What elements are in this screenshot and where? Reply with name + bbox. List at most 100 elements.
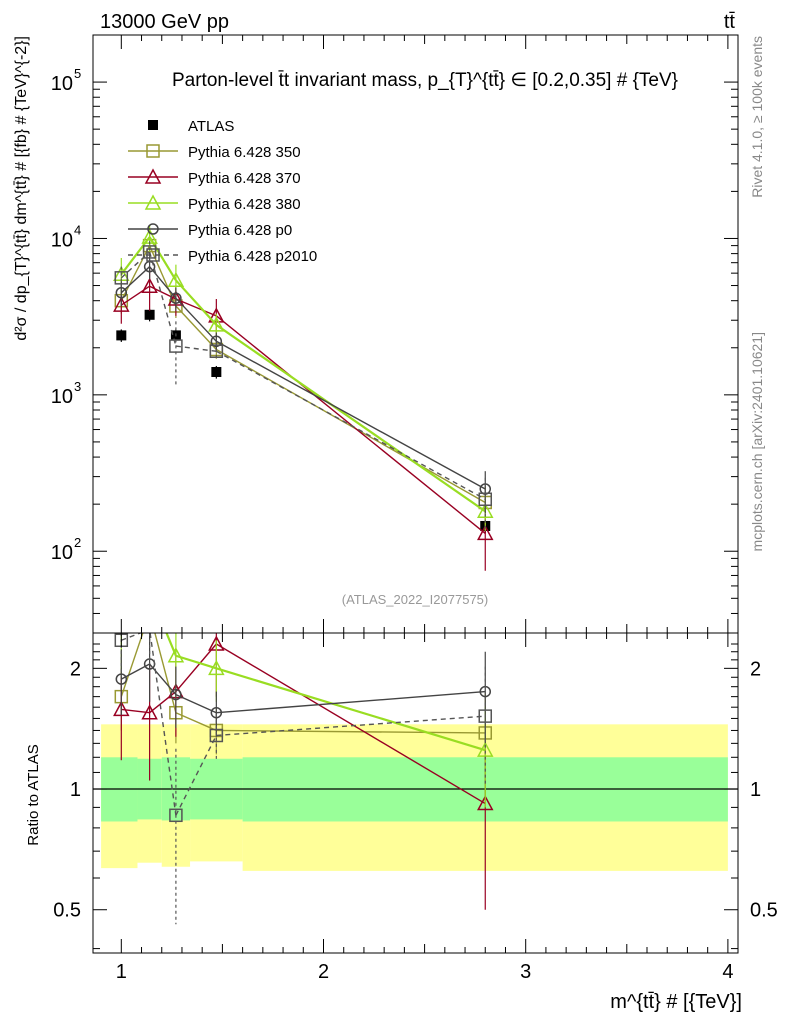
ratio-plot-frame	[92, 632, 739, 954]
series-line-segment	[120, 266, 151, 294]
data-point	[141, 277, 158, 293]
series-line-segment	[175, 654, 217, 670]
main-title: Parton-level t̄t invariant mass, p_{T}^{…	[172, 70, 678, 91]
data-point	[477, 502, 494, 519]
ratio-y-tick-label: 1	[70, 779, 81, 801]
data-point	[208, 316, 225, 332]
data-point	[115, 673, 128, 685]
data-point	[167, 647, 185, 663]
data-point	[477, 794, 494, 811]
legend-entry: Pythia 6.428 380	[128, 194, 301, 213]
series-line-segment	[175, 305, 217, 350]
legend-label: Pythia 6.428 p0	[188, 222, 292, 239]
data-point	[209, 344, 224, 359]
y-tick-label: 10	[51, 386, 73, 408]
ratio-y-tick-label: 2	[70, 658, 81, 680]
data-point	[211, 366, 222, 377]
series-line-segment	[175, 298, 217, 317]
series-line-segment	[175, 643, 217, 693]
series-pythia-6-428-p0	[115, 256, 492, 514]
data-point	[170, 292, 182, 304]
series-line-segment	[148, 251, 177, 347]
data-point	[477, 524, 494, 541]
legend-marker	[144, 168, 162, 184]
legend-label: ATLAS	[188, 118, 234, 135]
ratio-axis-ticks: 0.5 0.5 1 1 2 2 1 2 3 4	[53, 633, 778, 983]
legend-entry: Pythia 6.428 370	[128, 168, 301, 187]
ratio-plot-panel: 0.5 0.5 1 1 2 2 1 2 3 4 Ratio to ATLAS m^{tt̄} # …	[25, 632, 778, 1013]
data-point	[210, 335, 223, 348]
legend-marker	[147, 223, 159, 235]
series-line-segment	[149, 632, 177, 816]
series-line-segment	[175, 279, 218, 326]
legend-marker	[148, 120, 158, 130]
data-point	[115, 286, 128, 299]
series-line-segment	[121, 632, 141, 641]
data-point	[142, 245, 157, 259]
y-tick-label-exponent: 5	[74, 66, 81, 81]
series-line-segment	[216, 350, 486, 500]
data-point	[169, 339, 183, 353]
series-line-segment	[149, 663, 177, 696]
y-tick-label: 10	[51, 229, 73, 251]
data-point	[167, 271, 185, 288]
y-tick-label-exponent: 3	[74, 379, 81, 394]
legend: ATLAS Pythia 6.428 350 Pythia 6.428 370 Pyt…	[128, 118, 317, 265]
legend-label: Pythia 6.428 p2010	[188, 248, 317, 265]
data-point	[144, 309, 155, 320]
process-label: tt̄	[724, 11, 736, 33]
series-line-segment	[149, 266, 177, 299]
legend-entry: Pythia 6.428 350	[128, 144, 301, 161]
series-pythia-6-428-380	[113, 224, 494, 531]
legend-marker	[146, 248, 160, 262]
x-tick-label: 2	[318, 961, 329, 983]
series-line-segment	[216, 340, 486, 490]
ratio-y-axis-label: Ratio to ATLAS	[25, 744, 42, 845]
analysis-id-label: (ATLAS_2022_I2077575)	[342, 592, 488, 607]
data-point	[116, 330, 127, 341]
ratio-y-tick-label-right: 2	[750, 658, 761, 680]
y-tick-label-exponent: 2	[74, 535, 81, 550]
x-tick-label: 1	[116, 961, 127, 983]
legend-entry: ATLAS	[148, 118, 234, 135]
series-line-segment	[120, 632, 144, 697]
series-line-segment	[215, 643, 486, 805]
series-line-segment	[175, 345, 217, 352]
data-point	[170, 688, 182, 701]
series-line-segment	[216, 729, 486, 734]
legend-label: Pythia 6.428 370	[188, 170, 301, 187]
x-tick-label: 3	[520, 961, 531, 983]
uncertainty-bands	[93, 724, 738, 871]
data-point	[113, 296, 130, 312]
main-series-layer	[113, 224, 494, 571]
main-y-axis-label: d²σ / dp_{T}^{tt̄} dm^{tt̄} # [{fb} # {T…	[13, 36, 30, 341]
series-line-segment	[148, 236, 177, 281]
rivet-label: Rivet 4.1.0, ≥ 100k events	[749, 36, 765, 198]
series-pythia-6-428-p2010	[114, 241, 493, 531]
legend-entry: Pythia 6.428 p0	[128, 222, 292, 239]
series-line-segment	[216, 690, 486, 714]
data-point	[114, 271, 129, 285]
series-pythia-6-428-370	[113, 268, 494, 571]
y-tick-label: 10	[51, 73, 73, 95]
legend-label: Pythia 6.428 380	[188, 196, 301, 213]
data-point	[478, 492, 493, 506]
data-point	[210, 706, 223, 719]
data-point	[113, 700, 130, 717]
series-line-segment	[216, 667, 486, 752]
series-line-segment	[120, 251, 151, 279]
x-tick-label: 4	[722, 961, 733, 983]
series-line-segment	[154, 632, 177, 713]
legend-marker	[146, 144, 160, 158]
series-pythia-6-428-p0	[115, 633, 492, 744]
mcplots-label: mcplots.cern.ch [arXiv:2401.10621]	[749, 332, 765, 551]
series-line-segment	[175, 693, 217, 714]
y-tick-label: 10	[51, 542, 73, 564]
ratio-y-tick-label-right: 0.5	[750, 900, 778, 922]
data-point	[209, 728, 224, 743]
series-line-segment	[215, 324, 486, 513]
ratio-y-tick-label-right: 1	[750, 779, 761, 801]
legend-entry: Pythia 6.428 p2010	[128, 248, 317, 265]
